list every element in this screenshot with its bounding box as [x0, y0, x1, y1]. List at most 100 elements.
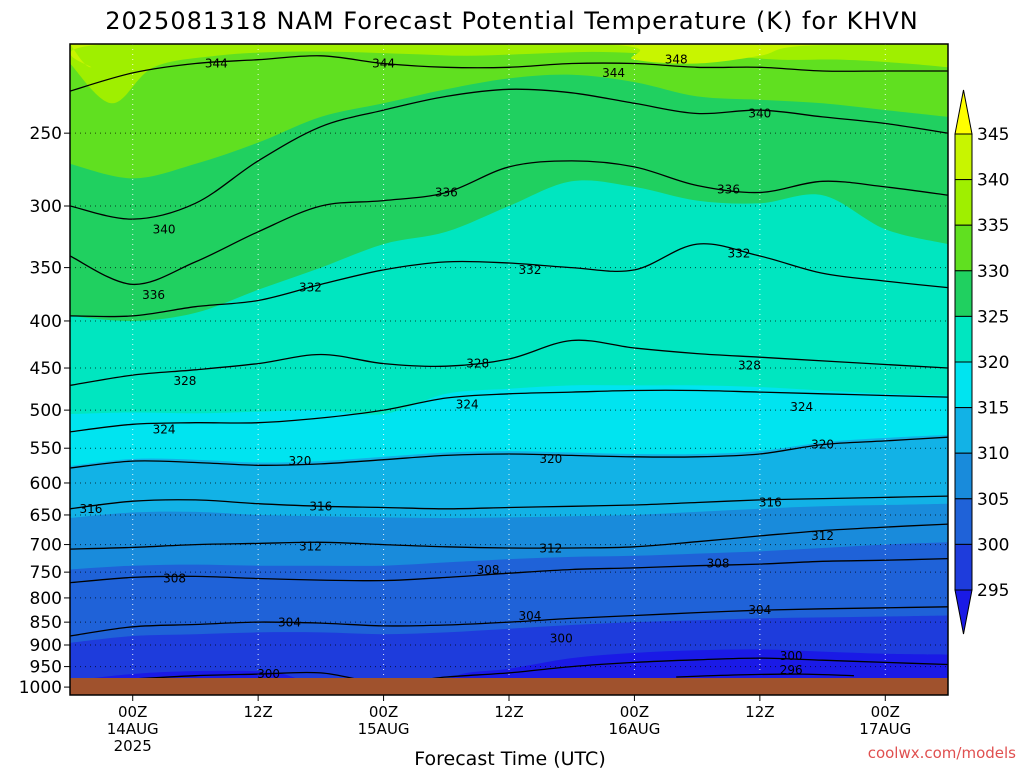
- band-340: [70, 44, 948, 104]
- colorbar-label: 305: [977, 490, 1009, 510]
- x-tick-label: 00Z: [118, 703, 147, 721]
- contour-label: 328: [174, 374, 197, 388]
- contour-label: 320: [539, 452, 562, 466]
- contour-label-layer: 344 344 344 348 340 340 336 336 332 332 332 336 328 3…: [79, 53, 834, 681]
- y-tick-label: 550: [30, 439, 62, 459]
- band-345: [70, 44, 948, 68]
- contour-296: [676, 673, 854, 678]
- contour-label: 336: [142, 288, 165, 302]
- contour-label: 300: [550, 631, 573, 645]
- colorbar-label: 335: [977, 216, 1009, 236]
- contour-label: 328: [738, 358, 761, 372]
- x-tick-label: 12Z: [494, 703, 523, 721]
- contour-328: [70, 339, 948, 387]
- contour-label: 336: [717, 183, 740, 197]
- contour-label: 348: [665, 53, 688, 67]
- contour-label: 324: [153, 423, 176, 437]
- x-tick-label: 15AUG: [358, 720, 410, 738]
- colorbar-bottom-arrow: [954, 589, 973, 635]
- contour-label: 316: [79, 502, 102, 516]
- y-tick-label: 700: [30, 536, 62, 556]
- contour-label: 320: [811, 438, 834, 452]
- x-tick-label: 12Z: [243, 703, 272, 721]
- chart-title: 2025081318 NAM Forecast Potential Temper…: [105, 7, 919, 35]
- contour-label: 308: [477, 563, 500, 577]
- colorbar-label: 325: [977, 307, 1009, 327]
- color-fill-layer: [70, 44, 948, 695]
- contour-label: 312: [811, 529, 834, 543]
- contour-304: [70, 606, 948, 637]
- contour-300: [70, 657, 948, 684]
- contour-layer: [70, 55, 948, 684]
- x-tick-label: 17AUG: [859, 720, 911, 738]
- colorbar-segment: [954, 452, 973, 500]
- contour-label: 332: [727, 247, 750, 261]
- colorbar-segment: [954, 498, 973, 545]
- contour-label: 300: [780, 649, 803, 663]
- contour-label: 304: [748, 603, 771, 617]
- y-tick-label: 500: [30, 401, 62, 421]
- contour-label: 308: [163, 571, 186, 585]
- y-tick-label: 950: [30, 658, 62, 678]
- contour-label: 300: [257, 667, 280, 681]
- contour-label: 316: [309, 499, 332, 513]
- x-axis-title: Forecast Time (UTC): [414, 748, 605, 768]
- y-tick-label: 350: [30, 259, 62, 279]
- contour-324: [70, 389, 948, 433]
- colorbar-label: 320: [977, 353, 1009, 373]
- colorbar-segment: [954, 179, 973, 226]
- contour-340: [70, 88, 948, 220]
- x-tick-label: 00Z: [620, 703, 649, 721]
- colorbar-label: 345: [977, 125, 1009, 145]
- contour-label: 344: [602, 66, 625, 80]
- contour-label: 308: [707, 557, 730, 571]
- contour-336: [70, 160, 948, 286]
- y-tick-label: 300: [30, 197, 62, 217]
- contour-308: [70, 557, 948, 584]
- y-tick-label: 400: [30, 312, 62, 332]
- colorbar-label: 340: [977, 171, 1009, 191]
- ground-strip: [70, 678, 948, 695]
- colorbar-segment: [954, 133, 973, 181]
- contour-344: [70, 55, 948, 92]
- contour-332: [70, 243, 948, 318]
- colorbar-segment: [954, 543, 973, 591]
- ground-layer: [70, 678, 948, 695]
- contour-label: 312: [539, 542, 562, 556]
- axes-layer: 250 300 350 400 450 500 550 600 650 700 750 800 850 9…: [19, 43, 949, 755]
- colorbar-label: 300: [977, 535, 1009, 555]
- contour-label: 324: [790, 400, 813, 414]
- colorbar-segment: [954, 361, 973, 409]
- y-tick-label: 650: [30, 506, 62, 526]
- y-tick-label: 900: [30, 636, 62, 656]
- x-tick-label: 00Z: [369, 703, 398, 721]
- y-tick-label: 1000: [19, 678, 62, 698]
- colorbar-label: 315: [977, 399, 1009, 419]
- grid-layer: [70, 44, 948, 695]
- contour-label: 340: [748, 107, 771, 121]
- x-tick-label: 2025: [114, 737, 152, 755]
- colorbar-top-arrow: [954, 89, 973, 135]
- y-tick-label: 450: [30, 359, 62, 379]
- x-tick-label: 00Z: [871, 703, 900, 721]
- contour-label: 328: [466, 357, 489, 371]
- y-tick-label: 250: [30, 124, 62, 144]
- x-tick-label: 12Z: [745, 703, 774, 721]
- contour-320: [70, 436, 948, 469]
- y-tick-label: 750: [30, 563, 62, 583]
- x-tick-label: 16AUG: [608, 720, 660, 738]
- colorbar-segment: [954, 224, 973, 272]
- credit-text: coolwx.com/models: [868, 744, 1016, 762]
- contour-label: 336: [435, 185, 458, 199]
- colorbar-label: 310: [977, 444, 1009, 464]
- contour-label: 332: [518, 263, 541, 277]
- x-tick-label: 14AUG: [107, 720, 159, 738]
- contour-label: 344: [372, 56, 395, 70]
- colorbar-label: 330: [977, 262, 1009, 282]
- contour-label: 344: [205, 56, 228, 70]
- colorbar-segment: [954, 407, 973, 454]
- y-tick-label: 800: [30, 589, 62, 609]
- contour-312: [70, 523, 948, 550]
- contour-label: 320: [288, 454, 311, 468]
